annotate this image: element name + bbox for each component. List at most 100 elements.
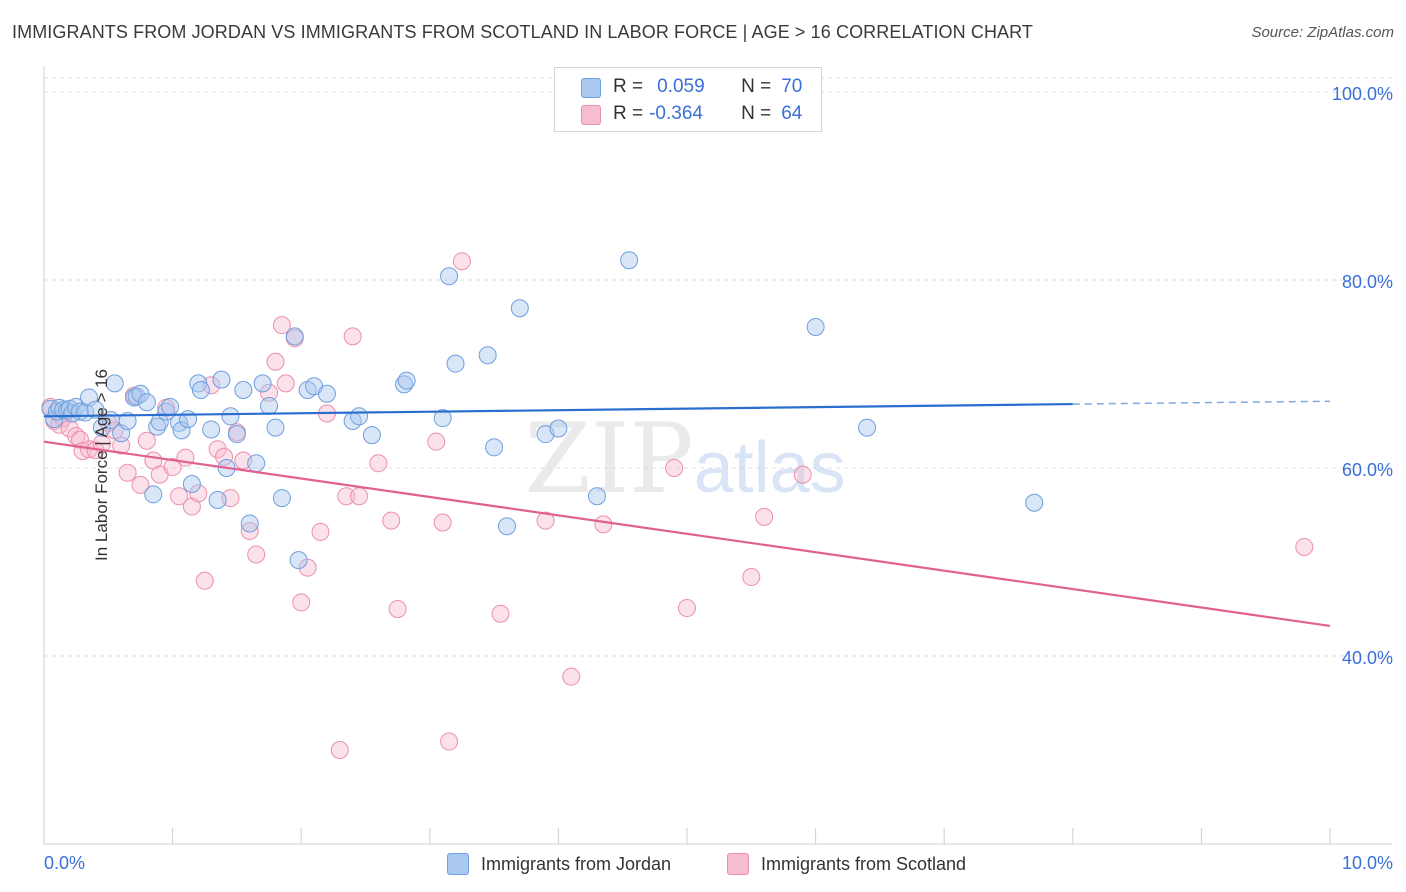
jordan-n-label: N = (741, 76, 772, 97)
scotland-point (311, 522, 330, 541)
jordan-point (620, 251, 639, 270)
scotland-point (298, 558, 317, 577)
jordan-point (148, 417, 167, 436)
scotland-point (1295, 537, 1314, 556)
jordan-point (212, 370, 231, 389)
scotland-point (440, 732, 459, 751)
jordan-point (221, 407, 240, 426)
jordan-point (433, 409, 452, 428)
y-tick-label: 60.0% (1342, 460, 1393, 480)
jordan-point (478, 346, 497, 365)
jordan-point (285, 327, 304, 346)
scotland-point (427, 432, 446, 451)
jordan-point (587, 487, 606, 506)
scotland-point (536, 511, 555, 530)
jordan-point (144, 485, 163, 504)
scotland-point (189, 484, 208, 503)
scotland-point (215, 447, 234, 466)
scotland-point (755, 507, 774, 526)
jordan-point (161, 397, 180, 416)
scotland-points (41, 252, 1314, 759)
jordan-point (150, 412, 169, 431)
jordan-point (202, 420, 221, 439)
scotland-point (182, 497, 201, 516)
jordan-point (446, 354, 465, 373)
jordan-point (350, 407, 369, 426)
y-axis-label: In Labor Force | Age > 16 (92, 368, 112, 562)
scotland-point (337, 487, 356, 506)
jordan-n-value: 70 (781, 76, 803, 97)
trend-lines (43, 400, 1331, 628)
jordan-point (247, 454, 266, 473)
jordan-trend-extension (1072, 400, 1331, 405)
jordan-point (137, 393, 156, 412)
scotland-point (137, 431, 156, 450)
scotland-point (240, 521, 259, 540)
x-tick-label: 0.0% (44, 853, 85, 873)
jordan-point (317, 384, 336, 403)
jordan-point (510, 299, 529, 318)
jordan-point (172, 421, 191, 440)
stats-box: R = 0.059 N = 70 R = -0.364 N = 64 (554, 67, 822, 132)
watermark: ZIPatlas (524, 403, 845, 515)
scotland-point (369, 454, 388, 473)
legend-scotland[interactable]: Immigrants from Scotland (727, 851, 966, 877)
jordan-point (362, 426, 381, 445)
jordan-point (118, 412, 137, 430)
scotland-point (92, 434, 111, 453)
jordan-point (182, 474, 201, 493)
y-tick-label: 40.0% (1342, 648, 1393, 668)
jordan-point (60, 399, 79, 418)
x-tick-label: 10.0% (1342, 853, 1393, 873)
scotland-point (163, 458, 182, 477)
jordan-point (440, 267, 459, 286)
scotland-point (170, 487, 189, 506)
legend-jordan[interactable]: Immigrants from Jordan (447, 851, 671, 877)
jordan-point (497, 517, 516, 536)
jordan-point (227, 425, 246, 444)
scotland-point (742, 568, 761, 587)
scotland-point (678, 599, 696, 618)
scotland-point (131, 475, 150, 494)
jordan-point (289, 551, 308, 570)
scotland-point (562, 667, 581, 686)
jordan-point (1025, 493, 1044, 512)
jordan-point (549, 419, 568, 438)
scotland-point (793, 465, 812, 484)
jordan-point (240, 514, 259, 533)
scotland-point (112, 436, 131, 455)
scotland-point (388, 600, 407, 618)
jordan-r-value: 0.059 (657, 76, 705, 97)
legend-scotland-label: Immigrants from Scotland (761, 853, 967, 874)
jordan-point (191, 380, 210, 399)
scotland-point (272, 316, 291, 335)
scotland-n-value: 64 (781, 103, 803, 124)
watermark-atlas: atlas (694, 428, 846, 508)
legend-scotland-swatch (727, 853, 749, 875)
jordan-point (858, 418, 877, 437)
scotland-point (276, 374, 295, 393)
chart-title: IMMIGRANTS FROM JORDAN VS IMMIGRANTS FRO… (12, 22, 1034, 42)
jordan-point (253, 374, 272, 393)
scotland-point (594, 515, 613, 534)
jordan-point (92, 418, 111, 437)
axes (43, 66, 1392, 845)
jordan-point (45, 410, 64, 429)
jordan-point (105, 374, 124, 393)
scotland-point (118, 463, 137, 482)
scotland-point (99, 413, 118, 432)
scotland-n-label: N = (741, 103, 772, 124)
scotland-point (452, 252, 471, 271)
scotland-point (60, 419, 79, 438)
scotland-point (382, 511, 401, 530)
legend-jordan-swatch (447, 853, 469, 875)
jordan-swatch (581, 78, 601, 98)
scotland-point (292, 593, 311, 612)
scotland-stats: R = -0.364 N = 64 (613, 101, 802, 127)
jordan-point (179, 410, 198, 429)
jordan-point (260, 396, 279, 415)
scotland-r-value: -0.364 (649, 103, 703, 124)
jordan-point (208, 490, 227, 509)
scotland-point (343, 327, 362, 346)
